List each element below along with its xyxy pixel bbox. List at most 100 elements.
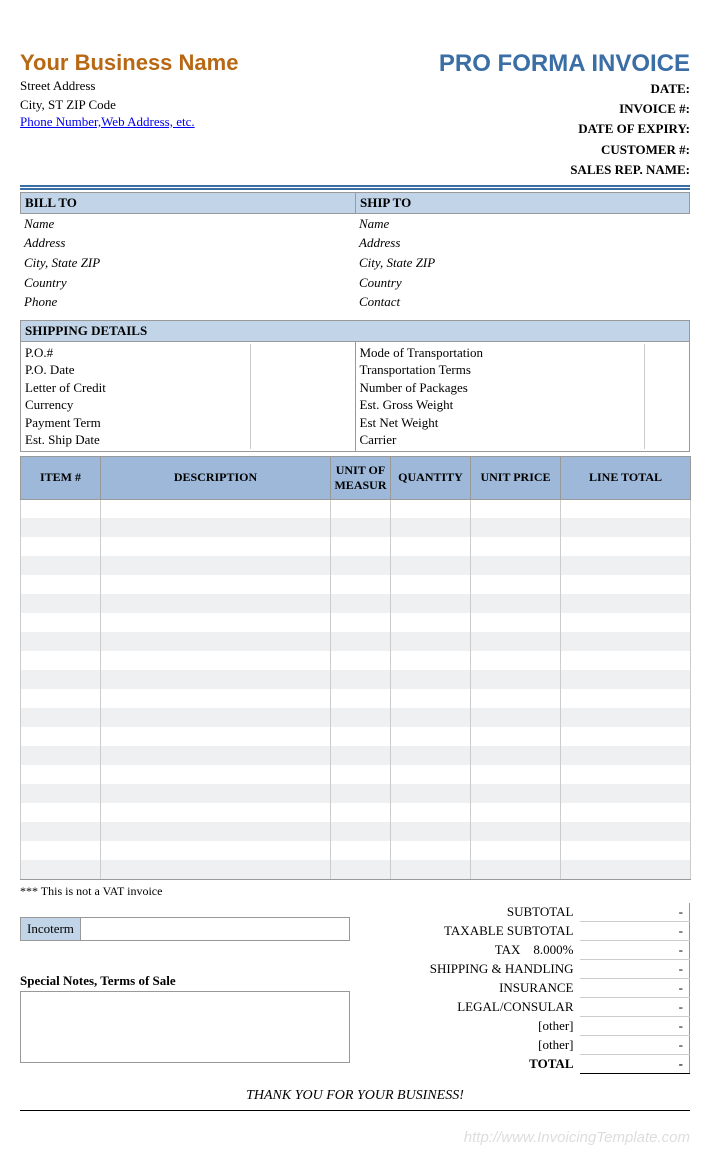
item-cell[interactable]	[101, 746, 331, 765]
item-cell[interactable]	[331, 727, 391, 746]
item-cell[interactable]	[21, 518, 101, 537]
item-cell[interactable]	[21, 594, 101, 613]
item-cell[interactable]	[331, 803, 391, 822]
item-cell[interactable]	[391, 613, 471, 632]
item-cell[interactable]	[561, 594, 691, 613]
item-cell[interactable]	[561, 822, 691, 841]
item-cell[interactable]	[561, 689, 691, 708]
item-cell[interactable]	[561, 499, 691, 518]
item-cell[interactable]	[471, 632, 561, 651]
item-cell[interactable]	[21, 670, 101, 689]
item-cell[interactable]	[101, 518, 331, 537]
item-cell[interactable]	[391, 803, 471, 822]
item-cell[interactable]	[391, 499, 471, 518]
item-cell[interactable]	[471, 499, 561, 518]
item-cell[interactable]	[331, 784, 391, 803]
item-cell[interactable]	[101, 689, 331, 708]
item-cell[interactable]	[331, 841, 391, 860]
item-cell[interactable]	[21, 556, 101, 575]
item-cell[interactable]	[561, 518, 691, 537]
item-cell[interactable]	[331, 556, 391, 575]
item-cell[interactable]	[101, 784, 331, 803]
notes-box[interactable]	[20, 991, 350, 1063]
item-cell[interactable]	[21, 746, 101, 765]
item-cell[interactable]	[391, 822, 471, 841]
item-cell[interactable]	[471, 613, 561, 632]
item-cell[interactable]	[391, 537, 471, 556]
item-cell[interactable]	[21, 727, 101, 746]
item-cell[interactable]	[471, 765, 561, 784]
item-cell[interactable]	[101, 575, 331, 594]
item-cell[interactable]	[101, 613, 331, 632]
item-cell[interactable]	[21, 803, 101, 822]
business-contact-link[interactable]: Phone Number,Web Address, etc.	[20, 114, 195, 129]
item-cell[interactable]	[101, 708, 331, 727]
item-cell[interactable]	[471, 556, 561, 575]
item-cell[interactable]	[391, 765, 471, 784]
item-cell[interactable]	[331, 518, 391, 537]
item-cell[interactable]	[101, 499, 331, 518]
item-cell[interactable]	[21, 651, 101, 670]
item-cell[interactable]	[21, 822, 101, 841]
item-cell[interactable]	[391, 841, 471, 860]
item-cell[interactable]	[471, 651, 561, 670]
item-cell[interactable]	[21, 784, 101, 803]
item-cell[interactable]	[561, 746, 691, 765]
item-cell[interactable]	[331, 708, 391, 727]
item-cell[interactable]	[561, 860, 691, 879]
item-cell[interactable]	[391, 518, 471, 537]
item-cell[interactable]	[101, 594, 331, 613]
item-cell[interactable]	[561, 651, 691, 670]
item-cell[interactable]	[331, 689, 391, 708]
item-cell[interactable]	[21, 841, 101, 860]
item-cell[interactable]	[101, 860, 331, 879]
item-cell[interactable]	[21, 860, 101, 879]
item-cell[interactable]	[331, 613, 391, 632]
item-cell[interactable]	[21, 499, 101, 518]
item-cell[interactable]	[101, 727, 331, 746]
item-cell[interactable]	[21, 575, 101, 594]
item-cell[interactable]	[391, 689, 471, 708]
item-cell[interactable]	[331, 499, 391, 518]
item-cell[interactable]	[471, 518, 561, 537]
item-cell[interactable]	[561, 708, 691, 727]
incoterm-value[interactable]	[81, 918, 349, 940]
item-cell[interactable]	[391, 727, 471, 746]
item-cell[interactable]	[21, 708, 101, 727]
item-cell[interactable]	[561, 765, 691, 784]
item-cell[interactable]	[101, 765, 331, 784]
item-cell[interactable]	[331, 651, 391, 670]
item-cell[interactable]	[391, 746, 471, 765]
item-cell[interactable]	[561, 537, 691, 556]
item-cell[interactable]	[101, 841, 331, 860]
item-cell[interactable]	[331, 765, 391, 784]
item-cell[interactable]	[471, 537, 561, 556]
item-cell[interactable]	[471, 727, 561, 746]
item-cell[interactable]	[101, 670, 331, 689]
item-cell[interactable]	[331, 575, 391, 594]
item-cell[interactable]	[561, 841, 691, 860]
item-cell[interactable]	[101, 556, 331, 575]
item-cell[interactable]	[561, 556, 691, 575]
item-cell[interactable]	[391, 670, 471, 689]
item-cell[interactable]	[471, 689, 561, 708]
item-cell[interactable]	[101, 822, 331, 841]
item-cell[interactable]	[331, 822, 391, 841]
item-cell[interactable]	[471, 841, 561, 860]
item-cell[interactable]	[331, 632, 391, 651]
item-cell[interactable]	[101, 651, 331, 670]
item-cell[interactable]	[471, 803, 561, 822]
item-cell[interactable]	[331, 537, 391, 556]
item-cell[interactable]	[101, 537, 331, 556]
item-cell[interactable]	[561, 632, 691, 651]
item-cell[interactable]	[391, 860, 471, 879]
item-cell[interactable]	[101, 803, 331, 822]
item-cell[interactable]	[331, 670, 391, 689]
item-cell[interactable]	[21, 632, 101, 651]
item-cell[interactable]	[391, 784, 471, 803]
item-cell[interactable]	[471, 670, 561, 689]
item-cell[interactable]	[391, 651, 471, 670]
item-cell[interactable]	[471, 708, 561, 727]
item-cell[interactable]	[331, 594, 391, 613]
item-cell[interactable]	[471, 594, 561, 613]
